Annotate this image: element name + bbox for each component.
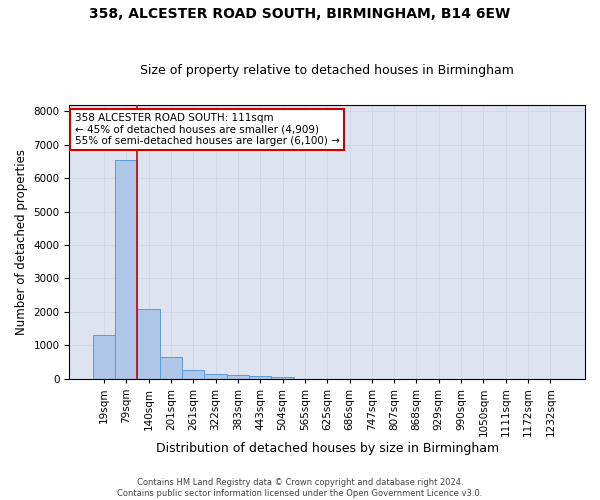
Bar (271, 377, 294, 378)
Bar (205, 374, 227, 378)
Text: 358, ALCESTER ROAD SOUTH, BIRMINGHAM, B14 6EW: 358, ALCESTER ROAD SOUTH, BIRMINGHAM, B1… (89, 8, 511, 22)
Text: Contains HM Land Registry data © Crown copyright and database right 2024.
Contai: Contains HM Land Registry data © Crown c… (118, 478, 482, 498)
Bar (137, 309, 160, 378)
Title: Size of property relative to detached houses in Birmingham: Size of property relative to detached ho… (140, 64, 514, 77)
X-axis label: Distribution of detached houses by size in Birmingham: Distribution of detached houses by size … (155, 442, 499, 455)
Bar (182, 370, 205, 378)
Bar (227, 376, 249, 378)
Bar (249, 376, 271, 378)
Bar (160, 358, 182, 378)
Text: 358 ALCESTER ROAD SOUTH: 111sqm
← 45% of detached houses are smaller (4,909)
55%: 358 ALCESTER ROAD SOUTH: 111sqm ← 45% of… (74, 113, 340, 146)
Bar (115, 160, 137, 378)
Y-axis label: Number of detached properties: Number of detached properties (15, 148, 28, 334)
Bar (93, 335, 115, 378)
